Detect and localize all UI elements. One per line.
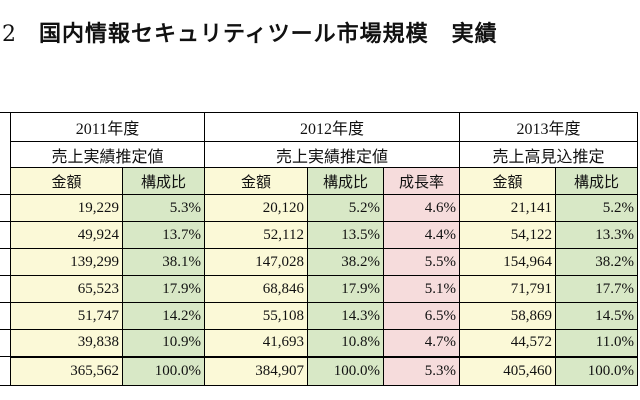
amount-2012: 55,108 <box>204 302 308 330</box>
total-row: 365,562 100.0% 384,907 100.0% 5.3% 405,4… <box>0 355 638 386</box>
amount-2011: 65,523 <box>10 275 123 303</box>
total-label-cell <box>0 356 11 386</box>
amount-2013: 71,791 <box>459 275 556 303</box>
amount-2013: 21,141 <box>459 194 556 222</box>
col-amount-2011: 金額 <box>10 167 123 195</box>
share-2012: 38.2% <box>307 248 384 276</box>
share-2011: 17.9% <box>122 275 205 303</box>
amount-2012: 20,120 <box>204 194 308 222</box>
row-label-cell <box>0 302 11 330</box>
table-row: 19,229 5.3% 20,120 5.2% 4.6% 21,141 5.2% <box>0 194 638 222</box>
col-share-2013: 構成比 <box>555 167 638 195</box>
share-2012: 17.9% <box>307 275 384 303</box>
year-header-2013: 2013年度 <box>459 112 638 142</box>
growth-2012: 4.7% <box>383 329 460 357</box>
share-2012: 13.5% <box>307 221 384 249</box>
subtitle-2011: 売上実績推定値 <box>10 141 205 168</box>
amount-2013: 58,869 <box>459 302 556 330</box>
share-2011: 38.1% <box>122 248 205 276</box>
row-label-cell <box>0 194 11 222</box>
col-amount-2012: 金額 <box>204 167 308 195</box>
share-2011: 5.3% <box>122 194 205 222</box>
growth-2012: 5.1% <box>383 275 460 303</box>
col-amount-2013: 金額 <box>459 167 556 195</box>
col-share-2012: 構成比 <box>307 167 384 195</box>
share-2012: 10.8% <box>307 329 384 357</box>
row-label-cell <box>0 275 11 303</box>
subtitle-row: 売上実績推定値 売上実績推定値 売上高見込推定 <box>0 141 638 168</box>
amount-2012: 41,693 <box>204 329 308 357</box>
amount-2011: 139,299 <box>10 248 123 276</box>
share-2013: 5.2% <box>555 194 638 222</box>
total-share-2011: 100.0% <box>122 355 205 386</box>
row-label-cell <box>0 221 11 249</box>
total-amount-2013: 405,460 <box>459 355 556 386</box>
page-title: 2 国内情報セキュリティツール市場規模 実績 <box>0 15 498 55</box>
share-2011: 14.2% <box>122 302 205 330</box>
amount-2011: 49,924 <box>10 221 123 249</box>
share-2012: 5.2% <box>307 194 384 222</box>
total-share-2012: 100.0% <box>307 355 384 386</box>
year-header-row: 2011年度 2012年度 2013年度 <box>0 112 638 195</box>
label-column-header <box>0 112 11 195</box>
table-row: 65,523 17.9% 68,846 17.9% 5.1% 71,791 17… <box>0 275 638 303</box>
growth-2012: 5.5% <box>383 248 460 276</box>
amount-2013: 54,122 <box>459 221 556 249</box>
total-amount-2011: 365,562 <box>10 355 123 386</box>
amount-2013: 154,964 <box>459 248 556 276</box>
table-row: 51,747 14.2% 55,108 14.3% 6.5% 58,869 14… <box>0 302 638 330</box>
market-size-table: 2011年度 2012年度 2013年度 売上実績推定値 売上実績推定値 売上高… <box>0 112 638 386</box>
share-2012: 14.3% <box>307 302 384 330</box>
total-growth-2012: 5.3% <box>383 355 460 386</box>
amount-2012: 52,112 <box>204 221 308 249</box>
share-2011: 10.9% <box>122 329 205 357</box>
col-share-2011: 構成比 <box>122 167 205 195</box>
share-2013: 38.2% <box>555 248 638 276</box>
share-2013: 17.7% <box>555 275 638 303</box>
share-2011: 13.7% <box>122 221 205 249</box>
row-label-cell <box>0 248 11 276</box>
share-2013: 11.0% <box>555 329 638 357</box>
total-share-2013: 100.0% <box>555 355 638 386</box>
row-label-cell <box>0 329 11 357</box>
amount-2011: 51,747 <box>10 302 123 330</box>
year-header-2012: 2012年度 <box>204 112 460 142</box>
amount-2012: 147,028 <box>204 248 308 276</box>
subtitle-2013: 売上高見込推定 <box>459 141 638 168</box>
amount-2013: 44,572 <box>459 329 556 357</box>
year-header-2011: 2011年度 <box>10 112 205 142</box>
growth-2012: 4.6% <box>383 194 460 222</box>
subtitle-2012: 売上実績推定値 <box>204 141 460 168</box>
table-row: 39,838 10.9% 41,693 10.8% 4.7% 44,572 11… <box>0 329 638 357</box>
col-growth-2012: 成長率 <box>383 167 460 195</box>
table-row: 139,299 38.1% 147,028 38.2% 5.5% 154,964… <box>0 248 638 276</box>
growth-2012: 6.5% <box>383 302 460 330</box>
column-header-row: 金額 構成比 金額 構成比 成長率 金額 構成比 <box>0 167 638 195</box>
amount-2012: 68,846 <box>204 275 308 303</box>
amount-2011: 39,838 <box>10 329 123 357</box>
total-amount-2012: 384,907 <box>204 355 308 386</box>
table-row: 49,924 13.7% 52,112 13.5% 4.4% 54,122 13… <box>0 221 638 249</box>
share-2013: 13.3% <box>555 221 638 249</box>
title-text: 国内情報セキュリティツール市場規模 実績 <box>39 22 498 47</box>
figure-number: 2 <box>2 22 17 47</box>
growth-2012: 4.4% <box>383 221 460 249</box>
share-2013: 14.5% <box>555 302 638 330</box>
amount-2011: 19,229 <box>10 194 123 222</box>
